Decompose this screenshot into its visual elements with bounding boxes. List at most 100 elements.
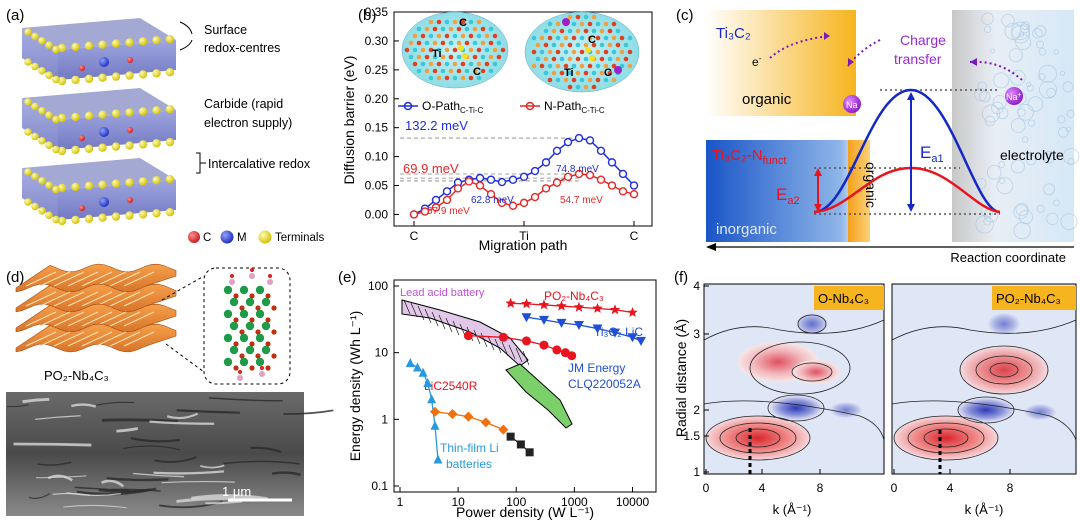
lattice-atom: [579, 77, 585, 83]
data-point: [627, 307, 638, 317]
svg-text:C: C: [203, 232, 211, 244]
sheet-crease: [67, 331, 99, 347]
sem-flake: [47, 474, 73, 482]
lattice-atom: [575, 56, 581, 62]
lattice-atom: [456, 26, 462, 32]
data-point: [635, 336, 646, 346]
nb-atom: [245, 297, 255, 307]
lattice-atom: [448, 40, 454, 46]
terminal-atom: [98, 180, 107, 189]
data-point: [447, 409, 458, 420]
p-atom: [249, 273, 255, 279]
scalebar-label: 1 μm: [222, 484, 251, 499]
terminal-atom: [31, 202, 39, 211]
data-point: [516, 440, 525, 449]
sem-flake: [149, 420, 215, 425]
map-title-2: PO₂-Nb₄C₃: [996, 291, 1061, 306]
terminal-atom: [24, 198, 32, 206]
bubble: [1053, 199, 1060, 207]
lattice-atom: [575, 84, 581, 90]
sem-flake: [205, 500, 243, 505]
lattice-atom: [603, 49, 609, 55]
sheet-crease: [25, 271, 57, 287]
y-tick-label: 1: [693, 465, 700, 479]
lattice-atom: [563, 77, 569, 83]
lattice-atom: [551, 56, 557, 62]
sem-flake: [111, 488, 161, 492]
lattice-atom: [547, 77, 553, 83]
panel-f: (f) Radial distance (Å): [673, 269, 1077, 517]
lattice-atom: [480, 40, 486, 46]
lattice-atom: [531, 35, 537, 41]
bubble: [1032, 28, 1043, 39]
data-point: [463, 331, 473, 341]
lattice-atom: [416, 26, 422, 32]
terminal-atom: [38, 177, 46, 185]
terminal-atom: [165, 35, 175, 44]
carbon-atom: [79, 135, 85, 141]
hatch-line: [424, 308, 432, 324]
terminal-atom: [125, 178, 134, 187]
lattice-atom: [468, 75, 474, 81]
panel-e-label: (e): [338, 269, 356, 286]
terminal-atom: [152, 176, 161, 185]
lattice-atom: [575, 42, 581, 48]
data-point: [427, 394, 437, 404]
lattice-atom: [603, 21, 609, 27]
o-atom: [250, 268, 254, 272]
sem-flake: [7, 404, 29, 408]
bubble: [1046, 212, 1059, 226]
terminal-atom: [84, 74, 94, 84]
lattice-atom: [627, 49, 633, 55]
lattice-atom: [539, 63, 545, 69]
data-point: [609, 304, 621, 315]
n-mid-annotation: 54.7 meV: [560, 195, 603, 206]
jm-energy-region: [505, 363, 573, 429]
lattice-atom: [547, 35, 553, 41]
terminal-atom: [138, 107, 148, 116]
svg-text:Na: Na: [846, 100, 858, 110]
lattice-atom: [535, 56, 541, 62]
terminal-atom: [125, 141, 134, 150]
lattice-atom: [412, 61, 418, 67]
nb-atom: [223, 333, 233, 343]
mxene-slab-top: [22, 18, 176, 80]
panel-e-ticks: 0.1 1 10 100 1 10 100 1000 10000: [368, 279, 650, 509]
x-tick-label: 10000: [616, 495, 650, 509]
p-atom: [259, 371, 265, 377]
organic-upper-label: organic: [742, 91, 792, 108]
lattice-atom: [424, 40, 430, 46]
lattice-atom: [575, 70, 581, 76]
surface-bracket: [179, 21, 193, 35]
x-tick-label: 0: [703, 481, 710, 495]
sheet-crease: [53, 331, 85, 347]
hatch-line: [410, 302, 418, 318]
terminal-atom: [52, 115, 60, 124]
carbon-atom: [79, 65, 85, 71]
terminal-atom: [45, 211, 53, 219]
terminal-atom: [84, 41, 94, 50]
o-max-annotation: 132.2 meV: [405, 118, 468, 133]
data-point: [585, 170, 595, 180]
bubble: [981, 12, 994, 25]
svg-text:C: C: [588, 34, 596, 46]
c-atom: [255, 305, 261, 311]
wavelet-map-o-nb4c3: O-Nb₄C₃: [703, 283, 885, 475]
sem-flake: [271, 471, 302, 476]
lattice-atom: [583, 70, 589, 76]
terminal-legend-icon: [258, 230, 272, 244]
lattice-atom: [567, 14, 573, 20]
lattice-atom: [583, 28, 589, 34]
sem-flake: [133, 472, 185, 478]
metal-atom: [99, 57, 109, 67]
panel-e: (e) 0.1 1 10 100 1 10 100 1000 10000 Energy dens…: [338, 269, 657, 520]
svg-text:Na+: Na+: [1006, 92, 1022, 102]
bubble: [1066, 109, 1075, 118]
panel-b-ticks: 0.00 0.05 0.10 0.15 0.20 0.25 0.30 0.35 C Ti C: [365, 5, 639, 243]
lattice-atom: [432, 26, 438, 32]
data-point: [530, 166, 540, 176]
y-tick-label: 0.1: [371, 479, 388, 493]
lattice-atom: [603, 63, 609, 69]
lattice-atom: [488, 40, 494, 46]
lattice-atom: [412, 33, 418, 39]
